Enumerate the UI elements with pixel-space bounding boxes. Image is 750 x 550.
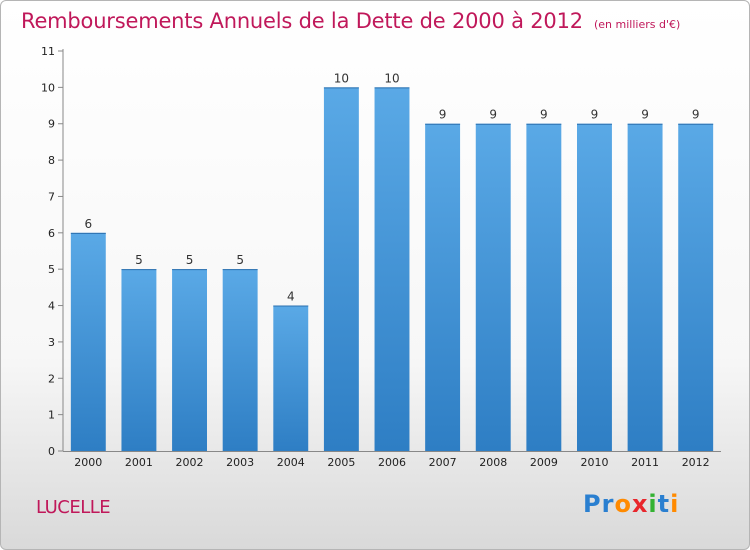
logo-letter: i	[648, 490, 658, 518]
x-tick-label: 2003	[226, 456, 254, 469]
bar	[121, 269, 157, 451]
data-label: 5	[236, 253, 244, 267]
data-label: 9	[692, 108, 700, 122]
bar	[475, 123, 511, 452]
y-tick-label: 2	[48, 372, 55, 385]
bar	[222, 269, 258, 451]
bar	[678, 123, 714, 452]
y-tick-label: 9	[48, 118, 55, 131]
chart-title: Remboursements Annuels de la Dette de 20…	[21, 9, 680, 33]
x-tick-label: 2008	[479, 456, 507, 469]
bar	[323, 87, 359, 451]
data-label: 9	[489, 108, 497, 122]
data-label: 4	[287, 290, 295, 304]
logo-letter: o	[614, 490, 632, 518]
bar	[627, 123, 663, 452]
commune-name: LUCELLE	[36, 497, 111, 518]
data-label: 10	[334, 71, 349, 85]
y-tick-label: 11	[41, 45, 55, 58]
logo-letter: t	[657, 490, 671, 518]
data-label: 5	[135, 253, 143, 267]
x-tick-label: 2004	[277, 456, 305, 469]
y-tick-label: 6	[48, 227, 55, 240]
bar	[425, 123, 461, 452]
bar	[526, 123, 562, 452]
x-tick-label: 2010	[580, 456, 608, 469]
y-tick-label: 5	[48, 263, 55, 276]
bar	[70, 232, 106, 451]
logo-letter: i	[670, 490, 680, 518]
data-label: 10	[384, 71, 399, 85]
data-label: 9	[591, 108, 599, 122]
unit-label: (en milliers d'€)	[594, 18, 681, 31]
data-label: 6	[84, 217, 92, 231]
bar	[273, 305, 309, 451]
y-tick-label: 4	[48, 300, 55, 313]
x-tick-label: 2012	[682, 456, 710, 469]
bar	[374, 87, 410, 451]
x-tick-label: 2007	[429, 456, 457, 469]
x-tick-label: 2000	[74, 456, 102, 469]
logo-letter: x	[631, 490, 649, 518]
x-tick-label: 2009	[530, 456, 558, 469]
logo-letter: r	[601, 490, 615, 518]
x-tick-label: 2006	[378, 456, 406, 469]
x-tick-label: 2005	[327, 456, 355, 469]
y-tick-label: 10	[41, 81, 55, 94]
data-label: 5	[186, 253, 194, 267]
y-tick-label: 0	[48, 445, 55, 458]
x-tick-label: 2001	[125, 456, 153, 469]
y-tick-label: 8	[48, 154, 55, 167]
bar	[172, 269, 208, 451]
data-label: 9	[540, 108, 548, 122]
bar	[576, 123, 612, 452]
title-text: Remboursements Annuels de la Dette de 20…	[21, 9, 583, 33]
proxiti-logo: Proxiti	[583, 490, 679, 518]
logo-letter: P	[583, 490, 602, 518]
x-tick-label: 2002	[176, 456, 204, 469]
data-label: 9	[439, 108, 447, 122]
x-tick-label: 2011	[631, 456, 659, 469]
data-label: 9	[641, 108, 649, 122]
y-tick-label: 1	[48, 409, 55, 422]
y-tick-label: 3	[48, 336, 55, 349]
y-tick-label: 7	[48, 190, 55, 203]
